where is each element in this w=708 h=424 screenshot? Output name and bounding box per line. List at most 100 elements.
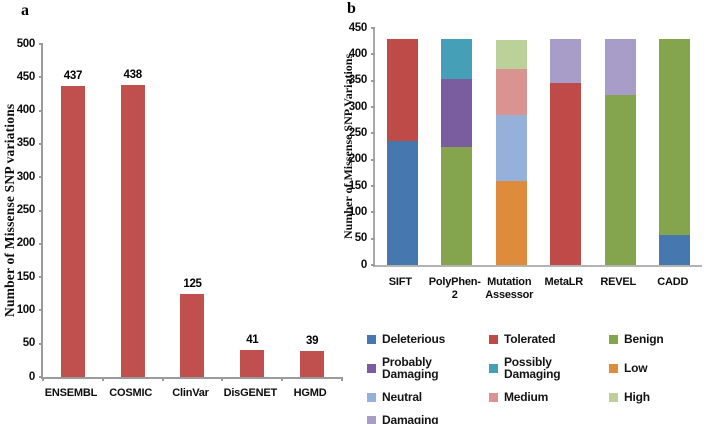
segment-revel-damaging (604, 39, 636, 96)
bar-cosmic (120, 85, 145, 377)
segment-polyphen-2-possibly-damaging (441, 39, 473, 80)
legend-item-benign: Benign (609, 333, 701, 345)
panel-a-tickmark-200 (39, 242, 43, 245)
panel-a-tick-450: 450 (16, 70, 36, 83)
segment-mutation-assessor-medium (495, 68, 527, 115)
panel-a-tickmark-500 (39, 43, 43, 45)
panel-b-tick-350: 350 (348, 73, 368, 86)
legend-swatch-benign (609, 334, 618, 344)
segment-polyphen-2-probably-damaging (441, 79, 473, 147)
panel-a-bars: 437 438 125 41 39 (43, 44, 342, 377)
panel-a-tickmark-450 (39, 76, 43, 79)
legend-label-possibly-damaging: Possibly Damaging (504, 355, 561, 381)
panel-a-category-label-ensembl: ENSEMBL (44, 387, 98, 399)
panel-a-tickmark-150 (39, 276, 43, 279)
panel-b-tick-400: 400 (348, 47, 368, 60)
panel-a-category-label-cosmic: COSMIC (109, 387, 153, 399)
segment-sift-tolerated (386, 39, 418, 142)
panel-a-tickmark-0 (39, 376, 43, 378)
legend-item-low: Low (609, 356, 701, 380)
panel-a-slot-clinvar: 125 (163, 44, 223, 377)
bar-value-label-ensembl: 437 (63, 69, 83, 82)
legend-label-neutral: Neutral (382, 390, 422, 404)
legend-label-low: Low (624, 361, 648, 375)
panel-b-tick-0: 0 (360, 258, 367, 271)
panel-a-x-tickmark-0 (42, 377, 44, 381)
stacked-bar-revel (604, 39, 636, 265)
panel-b-tick-150: 150 (348, 179, 368, 192)
panel-a-tick-150: 150 (16, 270, 36, 283)
panel-a-slot-ensembl: 437 (43, 44, 103, 377)
panel-a-tickmark-100 (39, 309, 43, 312)
segment-metalr-tolerated (550, 83, 582, 265)
bar-hgmd (300, 351, 325, 377)
panel-b-tick-300: 300 (348, 100, 368, 113)
panel-b-tickmark-300 (371, 106, 375, 108)
panel-b-bars (375, 28, 702, 265)
legend-swatch-tolerated (489, 334, 498, 344)
panel-b-tickmark-250 (371, 132, 375, 135)
panel-b-slot-polyphen-2 (430, 28, 485, 265)
panel-a-x-axis-labels: ENSEMBL COSMIC ClinVar DisGENET HGMD (41, 387, 340, 400)
legend-item-probably-damaging: Probably Damaging (367, 356, 489, 380)
segment-mutation-assessor-low (495, 180, 527, 265)
bar-value-label-clinvar: 125 (183, 277, 202, 290)
panel-a-slot-cosmic: 438 (103, 44, 163, 377)
panel-a-tickmark-250 (39, 209, 43, 212)
stacked-bar-cadd (659, 39, 691, 265)
panel-b-slot-metalr (539, 28, 594, 265)
panel-a-category-label-clinvar: ClinVar (172, 387, 209, 399)
segment-revel-benign (604, 95, 636, 265)
panel-a-label: a (21, 2, 29, 19)
panel-a-category-label-hgmd: HGMD (293, 387, 327, 399)
panel-a-category-label-disgenet: DisGENET (223, 387, 278, 399)
panel-a-tick-50: 50 (22, 336, 36, 349)
legend-item-high: High (609, 391, 701, 403)
panel-a-slot-disgenet: 41 (222, 44, 282, 377)
panel-b-category-label-cadd: CADD (657, 276, 689, 288)
panel-b-tickmark-200 (371, 158, 375, 161)
legend-label-tolerated: Tolerated (504, 332, 556, 346)
legend-swatch-damaging (367, 415, 376, 424)
legend-swatch-possibly-damaging (489, 363, 498, 373)
segment-sift-deleterious (386, 141, 418, 265)
legend-swatch-medium (489, 392, 498, 402)
panel-b-legend: Deleterious Tolerated Benign Probably Damag… (367, 333, 701, 424)
panel-a-tick-350: 350 (16, 137, 36, 150)
segment-metalr-damaging (550, 39, 582, 84)
panel-a-tick-200: 200 (16, 237, 36, 250)
panel-b-category-label-polyphen-2: PolyPhen-2 (428, 276, 481, 302)
panel-b-tick-100: 100 (348, 205, 368, 218)
panel-b-y-axis-title: Number of Missense SNP Variations (341, 53, 355, 240)
panel-a-tick-0: 0 (28, 370, 35, 383)
panel-a-x-tickmark-4 (281, 377, 284, 381)
legend-label-damaging: Damaging (382, 413, 439, 424)
legend-swatch-deleterious (367, 334, 376, 344)
panel-b-category-label-mutation-assessor: Mutation Assessor (485, 276, 534, 302)
panel-b-tick-200: 200 (348, 152, 368, 165)
legend-item-possibly-damaging: Possibly Damaging (489, 356, 609, 380)
bar-ensembl (60, 85, 85, 377)
legend-label-high: High (624, 390, 650, 404)
panel-a-tickmark-300 (39, 176, 43, 179)
legend-label-deleterious: Deleterious (382, 332, 446, 346)
panel-a-x-tickmark-5 (341, 377, 343, 381)
legend-item-medium: Medium (489, 391, 609, 403)
panel-a-tick-300: 300 (16, 170, 36, 183)
legend-label-medium: Medium (504, 390, 549, 404)
legend-label-probably-damaging: Probably Damaging (382, 355, 439, 381)
panel-b-tickmark-100 (371, 211, 375, 214)
panel-b-tickmark-150 (371, 185, 375, 187)
panel-a-x-tickmark-2 (161, 377, 164, 381)
segment-polyphen-2-benign (441, 146, 473, 265)
panel-a-tickmark-350 (39, 142, 43, 145)
segment-mutation-assessor-neutral (495, 114, 527, 181)
stacked-bar-sift (386, 39, 418, 265)
panel-a-x-tickmark-3 (221, 377, 224, 381)
panel-a-tickmark-50 (39, 342, 43, 345)
legend-swatch-neutral (367, 392, 376, 402)
bar-disgenet (240, 349, 265, 377)
panel-a-tick-250: 250 (16, 203, 36, 216)
panel-a-slot-hgmd: 39 (282, 44, 342, 377)
